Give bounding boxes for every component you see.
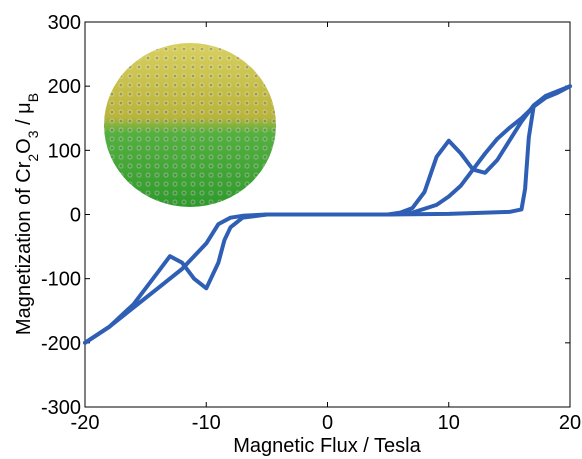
- y-tick-label: 100: [48, 140, 81, 162]
- x-axis-label: Magnetic Flux / Tesla: [233, 435, 421, 457]
- y-tick-label: 0: [70, 205, 81, 227]
- y-axis-label-part: B: [25, 93, 41, 102]
- data-line: [386, 104, 536, 217]
- x-tick-label: 0: [322, 412, 333, 434]
- y-axis-label-part: O: [13, 138, 35, 154]
- y-axis-label-part: Magnetization of Cr: [13, 161, 35, 335]
- x-tick-label: -10: [192, 412, 221, 434]
- inset-crystal: [104, 43, 276, 207]
- y-axis-label: Magnetization of Cr2O3 / μB: [13, 93, 41, 335]
- y-axis-label-part: / μ: [13, 102, 35, 130]
- x-tick-label: 20: [559, 412, 581, 434]
- x-tick-label: 10: [438, 412, 460, 434]
- data-line: [83, 84, 572, 345]
- y-tick-label: -300: [41, 397, 81, 419]
- y-tick-label: -100: [41, 269, 81, 291]
- y-axis-label-part: 3: [25, 130, 41, 138]
- y-tick-label: 300: [48, 12, 81, 34]
- y-axis-label-part: 2: [25, 154, 41, 162]
- x-tick-label: -20: [71, 412, 100, 434]
- y-tick-label: -200: [41, 333, 81, 355]
- y-tick-label: 200: [48, 76, 81, 98]
